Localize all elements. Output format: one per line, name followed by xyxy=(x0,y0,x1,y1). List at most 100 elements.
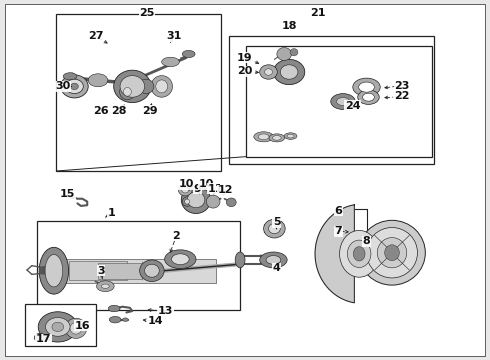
Ellipse shape xyxy=(340,230,379,277)
Ellipse shape xyxy=(108,305,120,312)
Text: 8: 8 xyxy=(363,236,370,246)
Text: 21: 21 xyxy=(310,8,325,18)
Ellipse shape xyxy=(277,48,292,60)
Ellipse shape xyxy=(185,199,190,204)
Text: 3: 3 xyxy=(97,266,105,276)
Bar xyxy=(246,46,432,157)
Ellipse shape xyxy=(359,82,374,92)
Ellipse shape xyxy=(114,70,151,103)
Text: 4: 4 xyxy=(273,263,281,273)
Text: 11: 11 xyxy=(208,184,223,194)
Ellipse shape xyxy=(109,316,121,323)
Ellipse shape xyxy=(385,245,399,261)
Ellipse shape xyxy=(367,228,417,278)
Ellipse shape xyxy=(138,79,154,94)
Text: 15: 15 xyxy=(60,189,75,199)
Bar xyxy=(24,304,96,346)
Text: 29: 29 xyxy=(142,106,157,116)
Ellipse shape xyxy=(353,78,380,96)
Ellipse shape xyxy=(97,281,114,292)
Ellipse shape xyxy=(46,318,70,336)
Text: 6: 6 xyxy=(334,206,342,216)
Ellipse shape xyxy=(70,323,82,334)
Text: 5: 5 xyxy=(273,217,281,228)
Text: 14: 14 xyxy=(148,316,164,326)
Ellipse shape xyxy=(272,136,281,140)
Bar xyxy=(56,14,220,171)
Text: 18: 18 xyxy=(281,21,297,31)
Bar xyxy=(69,261,127,280)
Ellipse shape xyxy=(156,80,168,93)
Text: 17: 17 xyxy=(36,334,51,345)
Text: 30: 30 xyxy=(55,81,71,91)
Text: 24: 24 xyxy=(345,101,361,111)
Ellipse shape xyxy=(122,318,128,321)
Ellipse shape xyxy=(38,312,77,342)
Text: 19: 19 xyxy=(237,53,252,63)
Text: 31: 31 xyxy=(166,31,182,41)
Ellipse shape xyxy=(66,79,83,94)
Ellipse shape xyxy=(260,65,277,79)
Text: 10: 10 xyxy=(179,179,195,189)
Ellipse shape xyxy=(359,220,425,285)
Polygon shape xyxy=(315,205,354,303)
Ellipse shape xyxy=(235,252,245,268)
Text: 20: 20 xyxy=(237,66,252,76)
Bar xyxy=(229,36,434,164)
Ellipse shape xyxy=(331,94,355,109)
Ellipse shape xyxy=(101,284,109,288)
Ellipse shape xyxy=(182,197,192,206)
Ellipse shape xyxy=(265,69,272,75)
Ellipse shape xyxy=(63,73,77,80)
Polygon shape xyxy=(40,266,49,274)
Ellipse shape xyxy=(363,93,374,101)
Ellipse shape xyxy=(287,134,294,138)
Ellipse shape xyxy=(45,255,63,287)
Ellipse shape xyxy=(273,59,305,85)
Ellipse shape xyxy=(254,132,273,142)
Text: 12: 12 xyxy=(218,185,233,195)
Ellipse shape xyxy=(145,264,159,277)
Ellipse shape xyxy=(260,252,287,268)
Ellipse shape xyxy=(358,90,379,104)
Ellipse shape xyxy=(182,187,189,193)
Ellipse shape xyxy=(39,247,69,294)
Ellipse shape xyxy=(187,192,205,208)
Text: 1: 1 xyxy=(108,208,116,218)
Ellipse shape xyxy=(172,254,189,265)
Ellipse shape xyxy=(264,219,285,238)
Ellipse shape xyxy=(206,195,220,208)
Ellipse shape xyxy=(266,256,281,264)
Ellipse shape xyxy=(226,198,236,207)
Ellipse shape xyxy=(269,134,285,142)
Text: 9: 9 xyxy=(194,184,201,194)
Ellipse shape xyxy=(52,322,64,332)
Text: 25: 25 xyxy=(139,8,155,18)
Ellipse shape xyxy=(377,238,407,268)
Ellipse shape xyxy=(162,57,179,67)
Bar xyxy=(44,259,216,283)
Text: 26: 26 xyxy=(94,106,109,116)
Ellipse shape xyxy=(258,134,269,140)
Bar xyxy=(98,263,142,279)
Text: 13: 13 xyxy=(158,306,173,316)
Ellipse shape xyxy=(120,84,135,100)
Circle shape xyxy=(34,333,46,342)
Ellipse shape xyxy=(290,49,298,56)
Ellipse shape xyxy=(353,247,365,261)
Ellipse shape xyxy=(181,186,211,213)
Text: 22: 22 xyxy=(394,91,410,102)
Ellipse shape xyxy=(71,83,78,90)
Ellipse shape xyxy=(61,75,88,98)
Ellipse shape xyxy=(182,50,195,58)
Ellipse shape xyxy=(65,318,87,338)
Text: 7: 7 xyxy=(334,226,342,236)
Ellipse shape xyxy=(88,74,108,87)
Ellipse shape xyxy=(165,250,196,269)
Text: 10: 10 xyxy=(198,179,214,189)
Ellipse shape xyxy=(269,224,280,234)
Text: 2: 2 xyxy=(172,231,180,241)
Text: 28: 28 xyxy=(111,106,126,116)
Ellipse shape xyxy=(140,260,164,282)
Circle shape xyxy=(37,336,43,340)
